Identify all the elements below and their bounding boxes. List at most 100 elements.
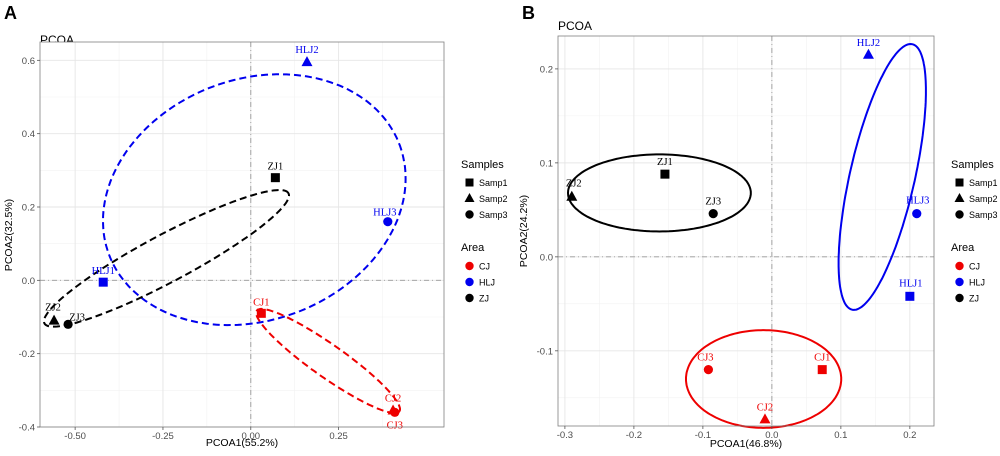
panel-b-y-axis-label: PCOA2(24.2%) — [518, 195, 530, 267]
panel-a-ellipse-zj — [43, 188, 290, 328]
panel-b-x-tick-label: -0.1 — [695, 430, 711, 441]
panel-a-legend-zj-swatch — [465, 293, 474, 303]
panel-a-label-cj2: CJ2 — [385, 394, 401, 405]
panel-a-legend-cj-swatch — [465, 261, 474, 271]
panel-b-reference-lines — [558, 36, 934, 426]
panel-a-point-zj3 — [63, 319, 73, 329]
panel-a-legend-zj: ZJ — [479, 294, 489, 304]
panel-b-point-cj3 — [703, 365, 714, 375]
panel-a-label-zj3: ZJ3 — [69, 312, 85, 323]
panel-a-label-cj3: CJ3 — [387, 420, 403, 431]
panel-b: B PCOA ZJ1 ZJ2 ZJ3 HLJ1 HLJ2 HLJ3 CJ1 CJ2 CJ3 -0… — [518, 3, 998, 450]
panel-a-ellipse-cj — [255, 307, 401, 415]
panel-b-legend-samples-title: Samples — [951, 159, 994, 171]
panel-a-y-tick-label: 0.6 — [22, 56, 35, 67]
panel-b-point-zj3 — [708, 209, 718, 219]
panel-b-point-hlj1 — [905, 291, 915, 301]
panel-b-legend-zj-swatch — [955, 293, 964, 303]
panel-a-label-hlj2: HLJ2 — [295, 45, 318, 56]
panel-b-title: PCOA — [558, 19, 592, 33]
panel-a-letter: A — [4, 3, 17, 23]
panel-b-ellipse-hlj — [837, 42, 927, 311]
panel-a-x-tick-label: -0.25 — [152, 431, 174, 442]
panel-a-label-zj2: ZJ2 — [45, 303, 61, 314]
panel-b-label-cj3: CJ3 — [697, 353, 713, 364]
panel-a-label-hlj1: HLJ1 — [92, 266, 115, 277]
panel-b-label-cj2: CJ2 — [757, 402, 773, 413]
panel-b-label-hlj2: HLJ2 — [857, 38, 880, 49]
panel-a-y-tick-label: -0.4 — [19, 423, 35, 434]
panel-b-legend-circle-marker — [955, 210, 964, 219]
panel-a-frame — [39, 41, 445, 428]
panel-a-label-zj1: ZJ1 — [267, 162, 283, 173]
panel-a-legend-hlj: HLJ — [479, 278, 495, 288]
panel-b-ellipse-cj — [685, 329, 843, 429]
panel-b-point-hlj2 — [862, 48, 874, 59]
panel-b-y-tick-label: 0.0 — [540, 252, 553, 263]
panel-a-point-zj2 — [48, 314, 60, 325]
panel-b-point-cj1 — [817, 365, 827, 375]
panel-a-ticks: -0.50 -0.25 0.00 0.25 -0.4 -0.2 0.0 0.2 0.4 0.6 — [19, 56, 348, 442]
panel-b-legend-square-marker — [955, 178, 964, 187]
panel-a-point-hlj3 — [383, 217, 393, 227]
panel-a-y-axis-label: PCOA2(32.5%) — [3, 199, 15, 271]
panel-b-legend-cj-swatch — [955, 261, 964, 271]
panel-b-points — [566, 48, 922, 424]
panel-b-frame — [557, 35, 935, 427]
panel-a-legend-samples-title: Samples — [461, 159, 504, 171]
panel-b-legend-hlj: HLJ — [969, 278, 985, 288]
panel-a-legend-hlj-swatch — [465, 277, 474, 287]
panel-b-point-labels: ZJ1 ZJ2 ZJ3 HLJ1 HLJ2 HLJ3 CJ1 CJ2 CJ3 — [566, 38, 930, 414]
panel-b-legend-area-title: Area — [951, 242, 975, 254]
panel-a-point-cj3 — [390, 407, 400, 417]
panel-a-legend-square-marker — [465, 178, 474, 187]
panel-b-label-hlj3: HLJ3 — [906, 196, 929, 207]
panel-a-point-hlj1 — [98, 277, 108, 287]
panel-a-legend-samp3: Samp3 — [479, 210, 508, 220]
panel-a-ellipse-hlj — [101, 73, 407, 327]
panel-b-label-zj2: ZJ2 — [566, 179, 582, 190]
panel-a-points — [48, 56, 400, 417]
panel-b-label-hlj1: HLJ1 — [899, 278, 922, 289]
panel-b-label-zj1: ZJ1 — [657, 157, 673, 168]
panel-a-point-hlj2 — [301, 56, 313, 67]
panel-a-point-cj1 — [256, 308, 266, 318]
panel-a-point-zj1 — [270, 173, 280, 183]
panel-b-x-tick-label: -0.2 — [626, 430, 642, 441]
panel-a-reference-lines — [40, 42, 444, 427]
panel-a-x-tick-label: 0.25 — [329, 431, 348, 442]
panel-b-legend-triangle-marker — [954, 193, 965, 202]
panel-b-x-tick-label: 0.0 — [765, 430, 778, 441]
panel-a-x-tick-label: 0.00 — [242, 431, 261, 442]
panel-b-x-axis-label: PCOA1(46.8%) — [710, 438, 782, 450]
panel-b-label-cj1: CJ1 — [814, 353, 830, 364]
panel-a-legend-area-title: Area — [461, 242, 485, 254]
panel-b-point-zj2 — [566, 190, 578, 201]
panel-a-point-labels: ZJ1 ZJ2 ZJ3 HLJ1 HLJ2 HLJ3 CJ1 CJ2 CJ3 — [45, 45, 403, 431]
panel-b-legend-hlj-swatch — [955, 277, 964, 287]
panel-b-legend-cj: CJ — [969, 262, 980, 272]
panel-b-y-tick-label: 0.2 — [540, 64, 553, 75]
panel-b-point-cj2 — [759, 413, 771, 424]
panel-b-legend-samp1: Samp1 — [969, 178, 998, 188]
panel-b-plot-area — [558, 36, 934, 426]
panel-a-y-tick-label: 0.2 — [22, 203, 35, 214]
panel-a-y-tick-label: -0.2 — [19, 349, 35, 360]
panel-b-ellipses — [566, 42, 927, 429]
panel-a-x-axis-label: PCOA1(55.2%) — [206, 437, 278, 449]
panel-a-legend-circle-marker — [465, 210, 474, 219]
panel-a-y-tick-label: 0.4 — [22, 129, 35, 140]
panel-b-x-tick-label: 0.2 — [903, 430, 916, 441]
panel-b-letter: B — [522, 3, 535, 23]
panel-a-plot-area — [40, 42, 444, 427]
panel-a-label-hlj3: HLJ3 — [373, 208, 396, 219]
panel-a-ellipses — [43, 73, 407, 415]
panel-a-y-tick-label: 0.0 — [22, 276, 35, 287]
panel-b-ellipse-zj — [566, 153, 752, 233]
panel-a-legend: Samples Samp1 Samp2 Samp3 Area CJ HLJ ZJ — [461, 159, 508, 304]
panel-b-point-zj1 — [660, 169, 670, 179]
panel-b-legend-zj: ZJ — [969, 294, 979, 304]
panel-b-y-tick-label: 0.1 — [540, 158, 553, 169]
